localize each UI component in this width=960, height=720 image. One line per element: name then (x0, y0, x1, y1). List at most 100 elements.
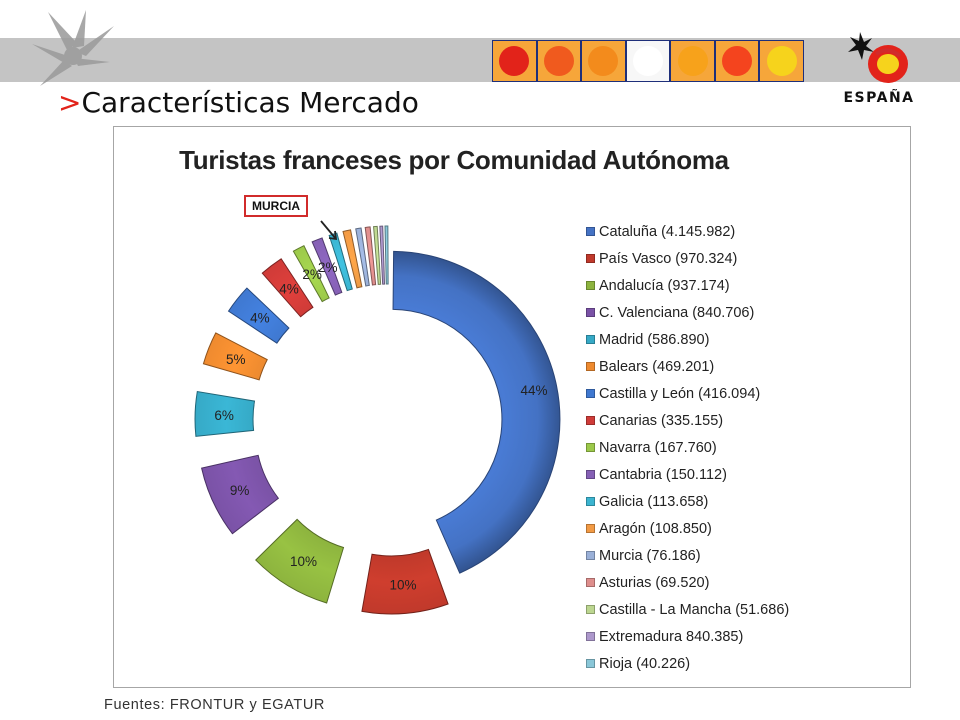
swatch-sun-5 (671, 41, 714, 81)
legend-label: Andalucía (937.174) (599, 277, 730, 294)
swatch-disc (677, 46, 708, 76)
donut-chart: 44%10%10%9%6%5%4%4%2%2% (194, 220, 561, 615)
chart-title: Turistas franceses por Comunidad Autónom… (179, 145, 729, 175)
slice-pct-label-5: 5% (226, 352, 246, 367)
legend-label: Balears (469.201) (599, 358, 715, 375)
donut-slice-6 (227, 287, 290, 344)
donut-slice-14 (373, 225, 382, 285)
page-title: >Características Mercado (58, 86, 419, 119)
header-band (0, 38, 960, 82)
swatch-disc (588, 46, 619, 76)
legend-key (586, 416, 595, 425)
swatch-sun-4 (626, 41, 670, 81)
swatch-disc (766, 46, 797, 76)
page-title-text: Características Mercado (81, 86, 419, 119)
legend-item-12: Murcia (76.186) (586, 542, 906, 569)
slice-pct-label-6: 4% (250, 310, 270, 325)
slice-pct-label-7: 4% (279, 282, 299, 297)
slice-pct-label-1: 10% (389, 577, 416, 592)
swatch-disc (499, 46, 530, 76)
swatch-sun-6 (715, 41, 759, 81)
donut-slice-0 (392, 250, 561, 574)
source-note: Fuentes: FRONTUR y EGATUR (104, 697, 325, 713)
legend-item-2: Andalucía (937.174) (586, 272, 906, 299)
legend-key (586, 362, 595, 371)
legend-key (586, 632, 595, 641)
legend-key (586, 227, 595, 236)
legend-item-16: Rioja (40.226) (586, 650, 906, 677)
murcia-arrow (320, 220, 338, 241)
swatch-disc (543, 46, 574, 76)
legend-key (586, 308, 595, 317)
legend-label: Asturias (69.520) (599, 574, 710, 591)
slice-pct-label-4: 6% (214, 408, 234, 423)
swatch-sun-2 (537, 41, 581, 81)
legend-item-8: Navarra (167.760) (586, 434, 906, 461)
swatch-disc (722, 46, 753, 76)
legend-key (586, 659, 595, 668)
legend-key (586, 470, 595, 479)
legend-label: Castilla - La Mancha (51.686) (599, 601, 790, 618)
legend-item-4: Madrid (586.890) (586, 326, 906, 353)
legend-label: Madrid (586.890) (599, 331, 710, 348)
swatch-sun-7 (760, 41, 804, 81)
legend-label: Galicia (113.658) (599, 493, 709, 510)
donut-slice-12 (355, 227, 370, 287)
legend-key (586, 578, 595, 587)
legend-key (586, 497, 595, 506)
legend-item-3: C. Valenciana (840.706) (586, 299, 906, 326)
donut-slice-7 (261, 258, 314, 318)
legend-key (586, 281, 595, 290)
legend-key (586, 254, 595, 263)
legend-item-13: Asturias (69.520) (586, 569, 906, 596)
donut-slice-8 (292, 245, 330, 303)
legend-label: Cantabria (150.112) (599, 466, 727, 483)
donut-slice-11 (342, 229, 363, 289)
slice-pct-label-9: 2% (318, 260, 338, 275)
legend-key (586, 389, 595, 398)
donut-slice-16 (384, 225, 389, 285)
legend-item-11: Aragón (108.850) (586, 515, 906, 542)
legend-key (586, 524, 595, 533)
legend-label: Castilla y León (416.094) (599, 385, 761, 402)
legend-item-1: País Vasco (970.324) (586, 245, 906, 272)
donut-slice-15 (379, 225, 386, 285)
chart-frame: 44% 10% 10% 9% 6% 5% 4% 4% 2% 2% Turistas frances… (113, 126, 911, 688)
brand-logo-text: ESPAÑA (843, 89, 914, 106)
slice-pct-label-0: 44% (520, 383, 547, 398)
sun-logo-icon (32, 10, 114, 86)
legend-label: C. Valenciana (840.706) (599, 304, 755, 321)
slice-pct-label-3: 9% (230, 483, 250, 498)
murcia-callout: MURCIA (244, 195, 308, 217)
legend-label: Extremadura 840.385) (599, 628, 744, 645)
swatch-sun-1 (493, 41, 536, 81)
legend-item-5: Balears (469.201) (586, 353, 906, 380)
legend-label: Aragón (108.850) (599, 520, 712, 537)
legend-key (586, 443, 595, 452)
legend-key (586, 335, 595, 344)
legend-label: Rioja (40.226) (599, 655, 691, 672)
legend-key (586, 605, 595, 614)
espana-brand-logo: ESPAÑA (843, 32, 914, 106)
swatch-disc (633, 46, 664, 76)
legend-item-7: Canarias (335.155) (586, 407, 906, 434)
sun-swatch-strip (492, 40, 804, 82)
donut-slice-3 (201, 454, 280, 535)
legend-key (586, 551, 595, 560)
swatch-sun-3 (582, 41, 625, 81)
donut-slice-4 (194, 390, 256, 437)
donut-slice-5 (202, 332, 268, 381)
legend-item-0: Cataluña (4.145.982) (586, 218, 906, 245)
donut-slice-13 (364, 226, 377, 286)
legend-label: Murcia (76.186) (599, 547, 701, 564)
slice-pct-label-2: 10% (290, 554, 317, 569)
legend-label: Navarra (167.760) (599, 439, 717, 456)
donut-slice-9 (311, 237, 343, 296)
slice-pct-label-8: 2% (302, 267, 322, 282)
legend-label: País Vasco (970.324) (599, 250, 738, 267)
chart-legend: Cataluña (4.145.982) País Vasco (970.324)… (586, 218, 906, 677)
donut-slice-2 (255, 518, 345, 604)
donut-slice-1 (361, 548, 449, 615)
legend-item-9: Cantabria (150.112) (586, 461, 906, 488)
legend-item-14: Castilla - La Mancha (51.686) (586, 596, 906, 623)
